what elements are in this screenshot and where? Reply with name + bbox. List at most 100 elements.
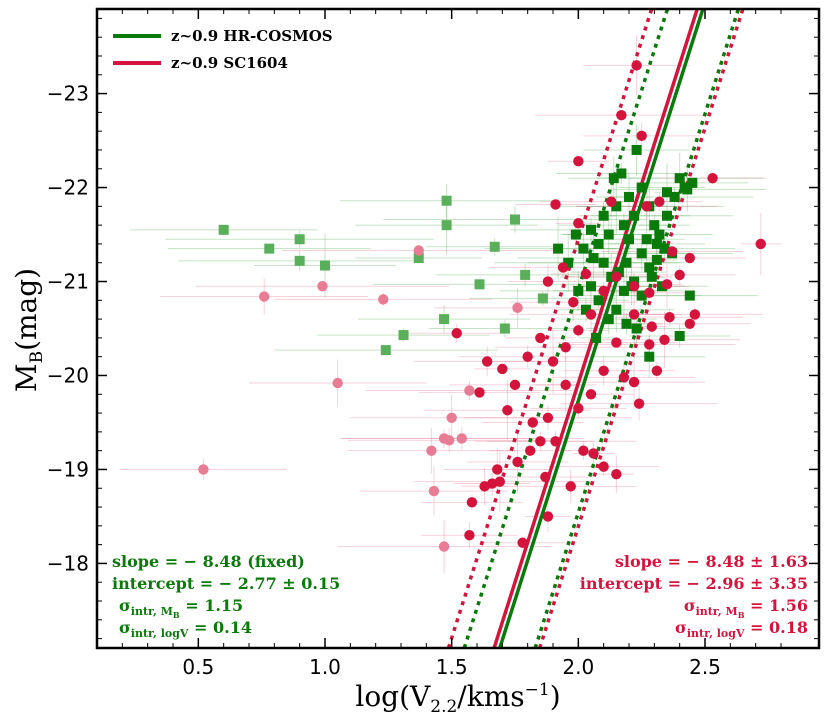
hr-cosmos-sigma-mb: σintr, MB = 1.15 xyxy=(119,596,243,620)
fit-scatter-line xyxy=(462,9,670,648)
data-point xyxy=(446,412,457,423)
data-point xyxy=(616,109,627,121)
data-point xyxy=(535,436,546,447)
sc1604-sigma-mb: σintr, MB = 1.56 xyxy=(684,596,808,620)
data-point xyxy=(654,229,665,240)
data-point xyxy=(398,330,409,341)
data-point xyxy=(618,285,629,296)
data-point xyxy=(651,254,662,265)
data-point xyxy=(580,268,592,280)
data-point xyxy=(593,238,604,249)
data-point xyxy=(598,285,609,297)
fit-line xyxy=(492,9,699,648)
data-point xyxy=(259,291,270,302)
fit-line xyxy=(498,9,705,648)
data-point xyxy=(540,471,551,483)
data-point xyxy=(512,302,523,314)
data-point xyxy=(474,387,485,398)
data-point xyxy=(636,290,647,301)
data-point xyxy=(598,461,609,472)
data-point xyxy=(656,281,667,292)
sc1604-slope: slope = − 8.48 ± 1.63 xyxy=(615,552,808,571)
data-point xyxy=(641,201,652,212)
data-point xyxy=(456,433,467,444)
data-point xyxy=(598,365,609,376)
data-point xyxy=(502,405,513,416)
data-point xyxy=(578,445,589,456)
data-point xyxy=(565,481,576,492)
data-point xyxy=(499,323,510,334)
x-tick-label: 1.5 xyxy=(436,655,468,679)
error-bars xyxy=(119,35,781,573)
y-tick-label: −21 xyxy=(47,270,89,294)
data-point xyxy=(542,276,554,287)
data-point xyxy=(651,238,662,249)
x-axis-title: log(V2.2/kms−1) xyxy=(355,680,560,717)
data-point xyxy=(628,281,640,292)
x-tick-label: 2.0 xyxy=(562,655,594,679)
data-point xyxy=(621,257,632,268)
x-tick-label: 0.5 xyxy=(182,655,214,679)
data-point xyxy=(520,269,531,280)
data-point xyxy=(611,468,622,480)
data-point xyxy=(588,448,599,459)
data-point xyxy=(481,356,493,367)
data-point xyxy=(603,229,614,240)
data-point xyxy=(332,377,343,389)
data-point xyxy=(550,436,561,447)
data-point xyxy=(613,267,624,278)
data-point xyxy=(662,187,672,198)
data-point xyxy=(649,220,660,231)
data-point xyxy=(560,342,571,353)
data-point xyxy=(621,318,632,329)
data-point xyxy=(517,537,528,548)
data-point xyxy=(573,325,584,336)
data-point xyxy=(413,253,424,264)
axis-ticks: 0.5 1.0 1.5 2.0 2.5 −18 −19 −20 −21 −22 −23 xyxy=(47,9,819,679)
legend: z~0.9 HR-COSMOS z~0.9 SC1604 xyxy=(113,27,333,72)
data-point xyxy=(586,224,596,235)
data-point xyxy=(443,435,455,446)
data-point xyxy=(598,210,609,221)
data-point xyxy=(659,334,670,345)
data-point xyxy=(618,372,630,383)
data-point xyxy=(641,234,652,245)
data-point xyxy=(439,314,450,325)
data-point xyxy=(542,412,554,423)
data-point xyxy=(426,445,437,456)
x-tick-label: 2.5 xyxy=(689,655,721,679)
data-point xyxy=(550,199,561,210)
data-point xyxy=(606,196,617,207)
data-point xyxy=(573,218,584,229)
data-point xyxy=(591,332,602,343)
data-point xyxy=(598,257,609,268)
data-point xyxy=(218,224,229,235)
data-point xyxy=(497,363,508,375)
data-point xyxy=(644,287,655,298)
data-point xyxy=(489,241,500,252)
data-point xyxy=(413,245,424,256)
data-point xyxy=(684,318,695,330)
data-point xyxy=(628,309,640,320)
data-point xyxy=(438,541,450,552)
data-point xyxy=(684,290,695,301)
sc1604-sigma-logv: σintr, logV = 0.18 xyxy=(675,618,808,640)
data-point xyxy=(631,323,642,334)
data-point xyxy=(570,229,581,240)
data-point xyxy=(547,356,559,367)
data-point xyxy=(755,238,766,250)
data-point xyxy=(568,296,579,308)
data-point xyxy=(654,196,665,207)
data-point xyxy=(646,321,657,332)
data-point xyxy=(674,173,685,184)
data-point xyxy=(428,485,440,497)
data-point xyxy=(380,345,391,356)
data-point xyxy=(464,530,475,541)
data-point xyxy=(666,246,678,257)
data-point xyxy=(557,262,569,273)
data-point xyxy=(611,271,622,283)
data-point xyxy=(631,60,642,71)
data-point xyxy=(611,304,622,315)
data-point xyxy=(573,285,584,296)
